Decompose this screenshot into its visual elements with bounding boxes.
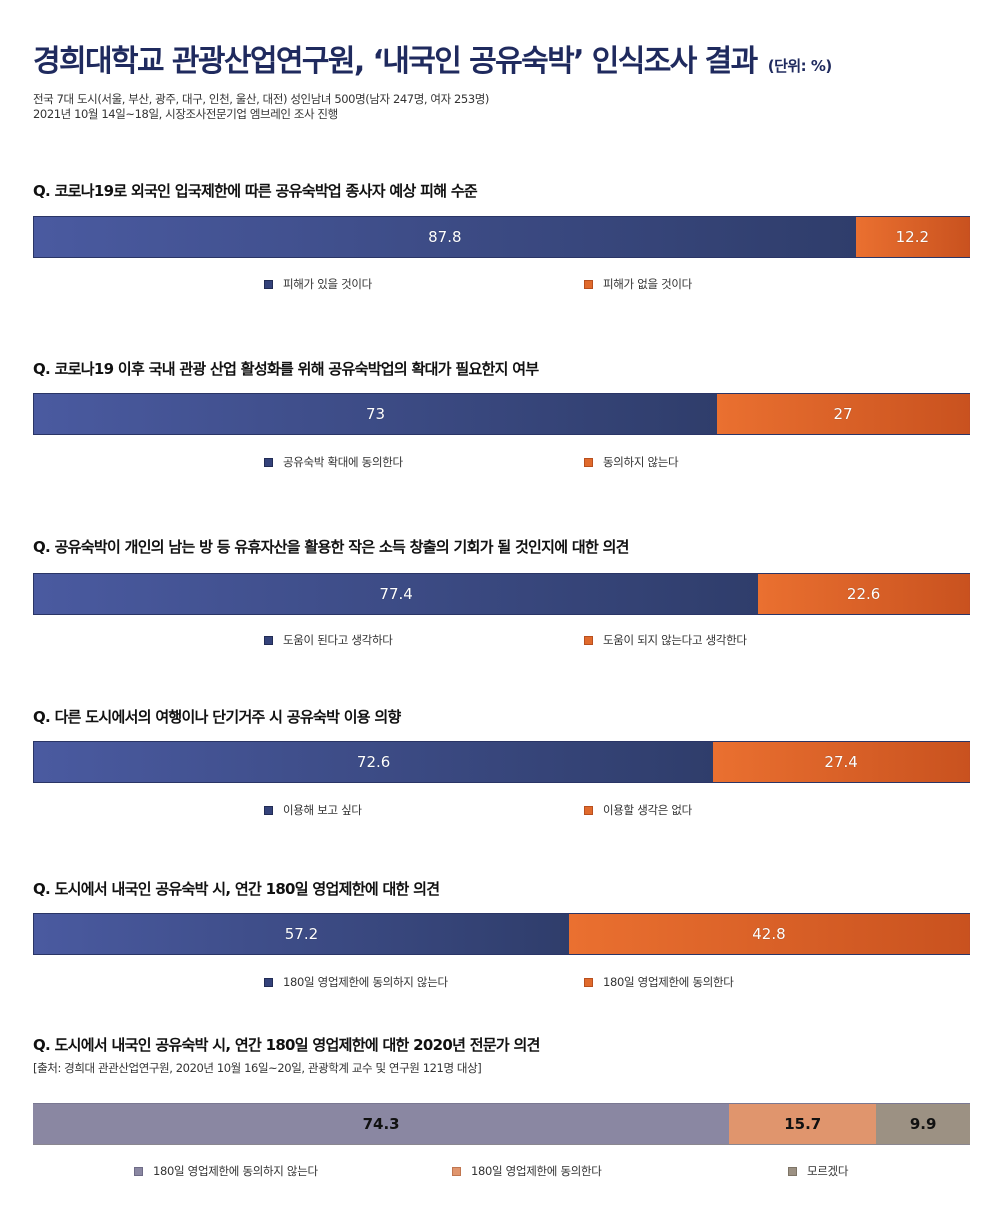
question-title: Q. 공유숙박이 개인의 남는 방 등 유휴자산을 활용한 작은 소득 창출의 … — [33, 538, 629, 556]
legend-swatch-blue — [264, 805, 273, 815]
legend-item: 180일 영업제한에 동의한다 — [452, 1163, 602, 1179]
bar-segment-agree: 15.7 — [729, 1104, 877, 1144]
legend-label: 동의하지 않는다 — [603, 455, 679, 469]
stacked-bar: 72.6 27.4 — [33, 741, 970, 783]
legend-swatch-orange — [584, 977, 593, 987]
legend-item: 모르겠다 — [788, 1163, 848, 1179]
legend-item: 공유숙박 확대에 동의한다 — [264, 454, 403, 470]
survey-info-line-2: 2021년 10월 14일~18일, 시장조사전문기업 엠브레인 조사 진행 — [33, 107, 338, 121]
legend-label: 모르겠다 — [807, 1164, 849, 1178]
legend-label: 도움이 되지 않는다고 생각한다 — [603, 633, 747, 647]
bar-segment-not-helpful: 22.6 — [758, 574, 970, 614]
legend-item: 피해가 없을 것이다 — [584, 276, 692, 292]
legend-swatch-orange — [584, 635, 593, 645]
legend-swatch-salmon — [452, 1166, 461, 1176]
legend-swatch-blue — [264, 635, 273, 645]
bar-segment-agree: 42.8 — [568, 914, 970, 954]
stacked-bar: 73 27 — [33, 393, 970, 435]
legend-label: 피해가 없을 것이다 — [603, 277, 692, 291]
header: 경희대학교 관광산업연구원, ‘내국인 공유숙박’ 인식조사 결과 (단위: %… — [33, 36, 832, 80]
legend-swatch-orange — [584, 805, 593, 815]
bar-segment-helpful: 77.4 — [33, 574, 759, 614]
bar-segment-willing: 72.6 — [33, 742, 714, 782]
question-title: Q. 도시에서 내국인 공유숙박 시, 연간 180일 영업제한에 대한 202… — [33, 1036, 540, 1054]
stacked-bar: 87.8 12.2 — [33, 216, 970, 258]
legend-swatch-orange — [584, 457, 593, 467]
question-title: Q. 코로나19 이후 국내 관광 산업 활성화를 위해 공유숙박업의 확대가 … — [33, 360, 539, 378]
page-title: 경희대학교 관광산업연구원, ‘내국인 공유숙박’ 인식조사 결과 — [33, 44, 758, 79]
legend-label: 180일 영업제한에 동의한다 — [603, 975, 734, 989]
question-title: Q. 코로나19로 외국인 입국제한에 따른 공유숙박업 종사자 예상 피해 수… — [33, 182, 478, 200]
legend-swatch-purple — [134, 1166, 143, 1176]
question-title: Q. 다른 도시에서의 여행이나 단기거주 시 공유숙박 이용 의향 — [33, 708, 401, 726]
bar-segment-disagree: 74.3 — [33, 1104, 730, 1144]
legend-item: 180일 영업제한에 동의하지 않는다 — [264, 974, 448, 990]
survey-info-line-1: 전국 7대 도시(서울, 부산, 광주, 대구, 인천, 울산, 대전) 성인남… — [33, 92, 490, 106]
legend-item: 이용할 생각은 없다 — [584, 802, 692, 818]
legend-label: 180일 영업제한에 동의하지 않는다 — [153, 1164, 318, 1178]
question-title: Q. 도시에서 내국인 공유숙박 시, 연간 180일 영업제한에 대한 의견 — [33, 880, 440, 898]
bar-segment-agree: 73 — [33, 394, 717, 434]
legend-swatch-blue — [264, 977, 273, 987]
legend-label: 이용해 보고 싶다 — [283, 803, 362, 817]
legend-swatch-orange — [584, 279, 593, 289]
legend-label: 180일 영업제한에 동의하지 않는다 — [283, 975, 448, 989]
stacked-bar: 74.3 15.7 9.9 — [33, 1103, 970, 1145]
legend-item: 도움이 된다고 생각하다 — [264, 632, 393, 648]
bar-segment-unwilling: 27.4 — [713, 742, 970, 782]
stacked-bar: 57.2 42.8 — [33, 913, 970, 955]
legend-label: 공유숙박 확대에 동의한다 — [283, 455, 403, 469]
legend-swatch-taupe — [788, 1166, 797, 1176]
legend-label: 도움이 된다고 생각하다 — [283, 633, 393, 647]
bar-segment-no: 12.2 — [855, 217, 970, 257]
legend-item: 도움이 되지 않는다고 생각한다 — [584, 632, 747, 648]
survey-info: 전국 7대 도시(서울, 부산, 광주, 대구, 인천, 울산, 대전) 성인남… — [33, 92, 489, 122]
legend-item: 180일 영업제한에 동의하지 않는다 — [134, 1163, 318, 1179]
legend-item: 동의하지 않는다 — [584, 454, 679, 470]
legend-swatch-blue — [264, 279, 273, 289]
bar-segment-disagree: 57.2 — [33, 914, 569, 954]
legend-swatch-blue — [264, 457, 273, 467]
bar-segment-yes: 87.8 — [33, 217, 856, 257]
unit-label: (단위: %) — [767, 57, 833, 75]
stacked-bar: 77.4 22.6 — [33, 573, 970, 615]
source-note: [출처: 경희대 관관산업연구원, 2020년 10월 16일~20일, 관광학… — [33, 1061, 482, 1075]
legend-label: 피해가 있을 것이다 — [283, 277, 372, 291]
bar-segment-disagree: 27 — [717, 394, 970, 434]
bar-segment-unknown: 9.9 — [876, 1104, 970, 1144]
legend-item: 180일 영업제한에 동의한다 — [584, 974, 734, 990]
legend-label: 이용할 생각은 없다 — [603, 803, 692, 817]
legend-item: 피해가 있을 것이다 — [264, 276, 372, 292]
legend-item: 이용해 보고 싶다 — [264, 802, 362, 818]
legend-label: 180일 영업제한에 동의한다 — [471, 1164, 602, 1178]
